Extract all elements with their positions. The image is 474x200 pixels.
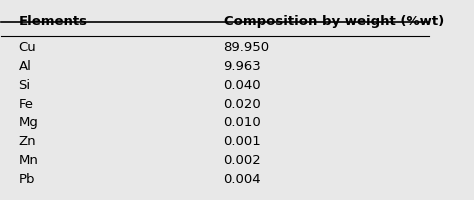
Text: Zn: Zn bbox=[18, 135, 36, 147]
Text: 0.010: 0.010 bbox=[224, 116, 261, 129]
Text: Elements: Elements bbox=[18, 15, 88, 28]
Text: 0.002: 0.002 bbox=[224, 153, 261, 166]
Text: Fe: Fe bbox=[18, 97, 34, 110]
Text: Pb: Pb bbox=[18, 172, 35, 185]
Text: 0.040: 0.040 bbox=[224, 78, 261, 91]
Text: 0.004: 0.004 bbox=[224, 172, 261, 185]
Text: 0.020: 0.020 bbox=[224, 97, 261, 110]
Text: Al: Al bbox=[18, 60, 31, 73]
Text: 0.001: 0.001 bbox=[224, 135, 261, 147]
Text: Mg: Mg bbox=[18, 116, 38, 129]
Text: Si: Si bbox=[18, 78, 31, 91]
Text: Composition by weight (%wt): Composition by weight (%wt) bbox=[224, 15, 444, 28]
Text: 9.963: 9.963 bbox=[224, 60, 261, 73]
Text: Cu: Cu bbox=[18, 41, 36, 54]
Text: Mn: Mn bbox=[18, 153, 38, 166]
Text: 89.950: 89.950 bbox=[224, 41, 270, 54]
